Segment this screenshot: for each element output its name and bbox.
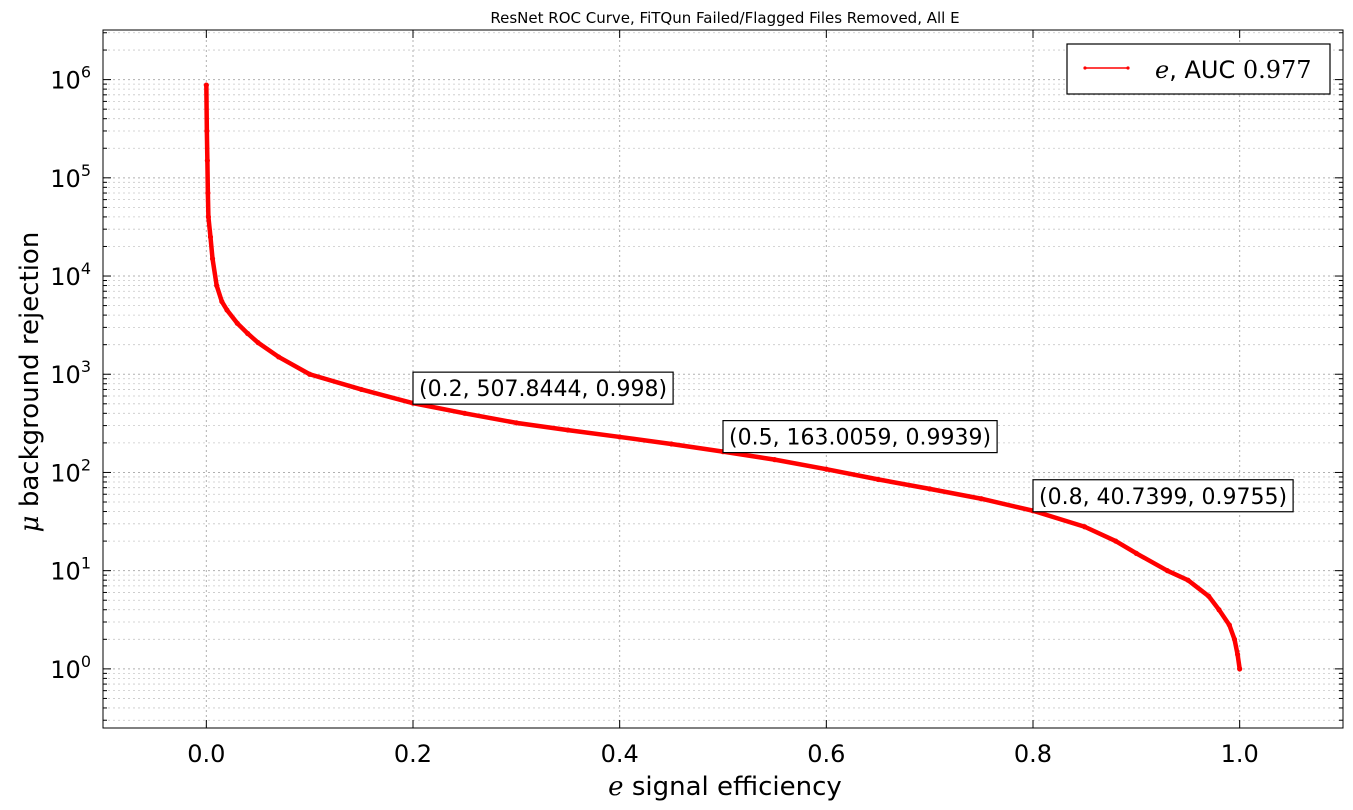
roc-curve-point	[205, 214, 211, 220]
roc-curve-line	[204, 82, 1242, 672]
roc-curve-point	[358, 386, 364, 393]
x-tick-label: 1.0	[1221, 740, 1259, 768]
roc-curve-point	[1226, 622, 1232, 628]
roc-curve-point	[224, 307, 230, 313]
roc-curve-point	[205, 190, 211, 196]
annotation: (0.2, 507.8444, 0.998)	[412, 371, 674, 405]
y-tick-base: 10	[50, 656, 81, 684]
annotation-label: (0.8, 40.7399, 0.9755)	[1039, 485, 1287, 510]
annotation: (0.5, 163.0059, 0.9939)	[722, 420, 998, 454]
series-layer	[203, 82, 1243, 672]
y-tick-label: 102	[50, 455, 91, 487]
roc-curve-point	[978, 496, 984, 502]
roc-curve-point	[276, 354, 282, 360]
roc-curve-point	[617, 434, 623, 440]
x-tick-label: 0.8	[1014, 740, 1052, 768]
grid-lines	[103, 30, 1343, 728]
roc-curve-point	[462, 410, 468, 416]
roc-curve-point	[207, 234, 214, 240]
y-tick-exponent: 0	[81, 652, 91, 671]
roc-curve-point	[1082, 524, 1088, 530]
roc-curve-point	[1206, 593, 1212, 599]
roc-curve-point	[668, 441, 674, 447]
y-tick-exponent: 6	[81, 63, 91, 82]
y-tick-base: 10	[50, 67, 81, 95]
y-tick-label: 104	[50, 259, 91, 291]
roc-curve-point	[204, 128, 210, 134]
annotation-box	[722, 420, 998, 454]
y-tick-base: 10	[50, 165, 81, 193]
y-tick-label: 106	[50, 63, 91, 95]
y-tick-label: 105	[50, 161, 91, 193]
x-tick-label: 0.2	[394, 740, 432, 768]
roc-curve-point	[1216, 607, 1222, 613]
roc-curve-point	[307, 371, 313, 377]
y-axis-label: μ background rejection	[15, 232, 45, 533]
y-tick-label: 101	[50, 554, 91, 586]
y-tick-base: 10	[50, 459, 81, 487]
y-tick-exponent: 3	[81, 357, 91, 376]
legend-entry-label: e, AUC 0.977	[1155, 56, 1312, 84]
roc-curve-point	[1113, 538, 1119, 544]
y-tick-exponent: 5	[81, 161, 91, 180]
legend-box	[1066, 43, 1331, 95]
roc-curve-point	[245, 330, 251, 337]
roc-curve-point	[1185, 577, 1191, 583]
roc-curve-point	[1235, 651, 1241, 658]
roc-curve-point	[255, 339, 261, 346]
roc-curve-point	[204, 157, 210, 164]
x-axis-label-symbol: e	[608, 772, 623, 802]
roc-curve-point	[565, 427, 571, 433]
y-tick-base: 10	[50, 361, 81, 389]
legend-entry-text: , AUC	[1169, 56, 1243, 84]
annotation-box	[412, 371, 674, 405]
roc-curve-point	[823, 466, 829, 472]
legend-marker	[1083, 66, 1087, 70]
x-axis-label: e signal efficiency	[608, 772, 842, 802]
roc-curve-point	[209, 256, 216, 262]
x-tick-label: 0.4	[601, 740, 639, 768]
roc-curve-point	[1164, 568, 1170, 574]
y-tick-base: 10	[50, 558, 81, 586]
x-axis-label-text: signal efficiency	[624, 772, 842, 802]
roc-curve-point	[1237, 666, 1243, 672]
y-tick-exponent: 1	[81, 554, 91, 573]
y-tick-exponent: 4	[81, 259, 91, 278]
roc-curve-point	[1133, 550, 1139, 556]
legend-entry-auc: 0.977	[1243, 56, 1312, 84]
chart-title: ResNet ROC Curve, FiTQun Failed/Flagged …	[490, 9, 959, 27]
roc-curve-point	[1231, 636, 1238, 642]
annotation-label: (0.2, 507.8444, 0.998)	[419, 377, 667, 402]
roc-curve-point	[875, 476, 881, 482]
annotation-label: (0.5, 163.0059, 0.9939)	[729, 426, 991, 451]
x-tick-label: 0.0	[187, 740, 225, 768]
y-tick-label: 103	[50, 357, 91, 389]
annotations: (0.2, 507.8444, 0.998) (0.5, 163.0059, 0.…	[412, 371, 1294, 513]
x-tick-label: 0.6	[807, 740, 845, 768]
y-tick-label: 100	[50, 652, 91, 684]
roc-curve-point	[927, 486, 933, 492]
y-tick-base: 10	[50, 263, 81, 291]
y-tick-exponent: 2	[81, 455, 91, 474]
roc-curve-point	[513, 420, 519, 426]
roc-curve-point	[203, 82, 209, 88]
legend-entry-symbol: e	[1155, 56, 1169, 84]
roc-curve-point	[234, 320, 240, 326]
legend-marker	[1126, 66, 1130, 70]
roc-curve-point	[214, 282, 220, 289]
annotation-box	[1032, 479, 1294, 513]
y-axis-label-symbol: μ	[15, 515, 45, 532]
roc-curve-point	[772, 457, 778, 463]
annotation: (0.8, 40.7399, 0.9755)	[1032, 479, 1294, 513]
legend: e, AUC 0.977	[1066, 43, 1331, 95]
roc-curve-point	[219, 298, 225, 305]
y-axis-label-text: background rejection	[15, 232, 45, 516]
